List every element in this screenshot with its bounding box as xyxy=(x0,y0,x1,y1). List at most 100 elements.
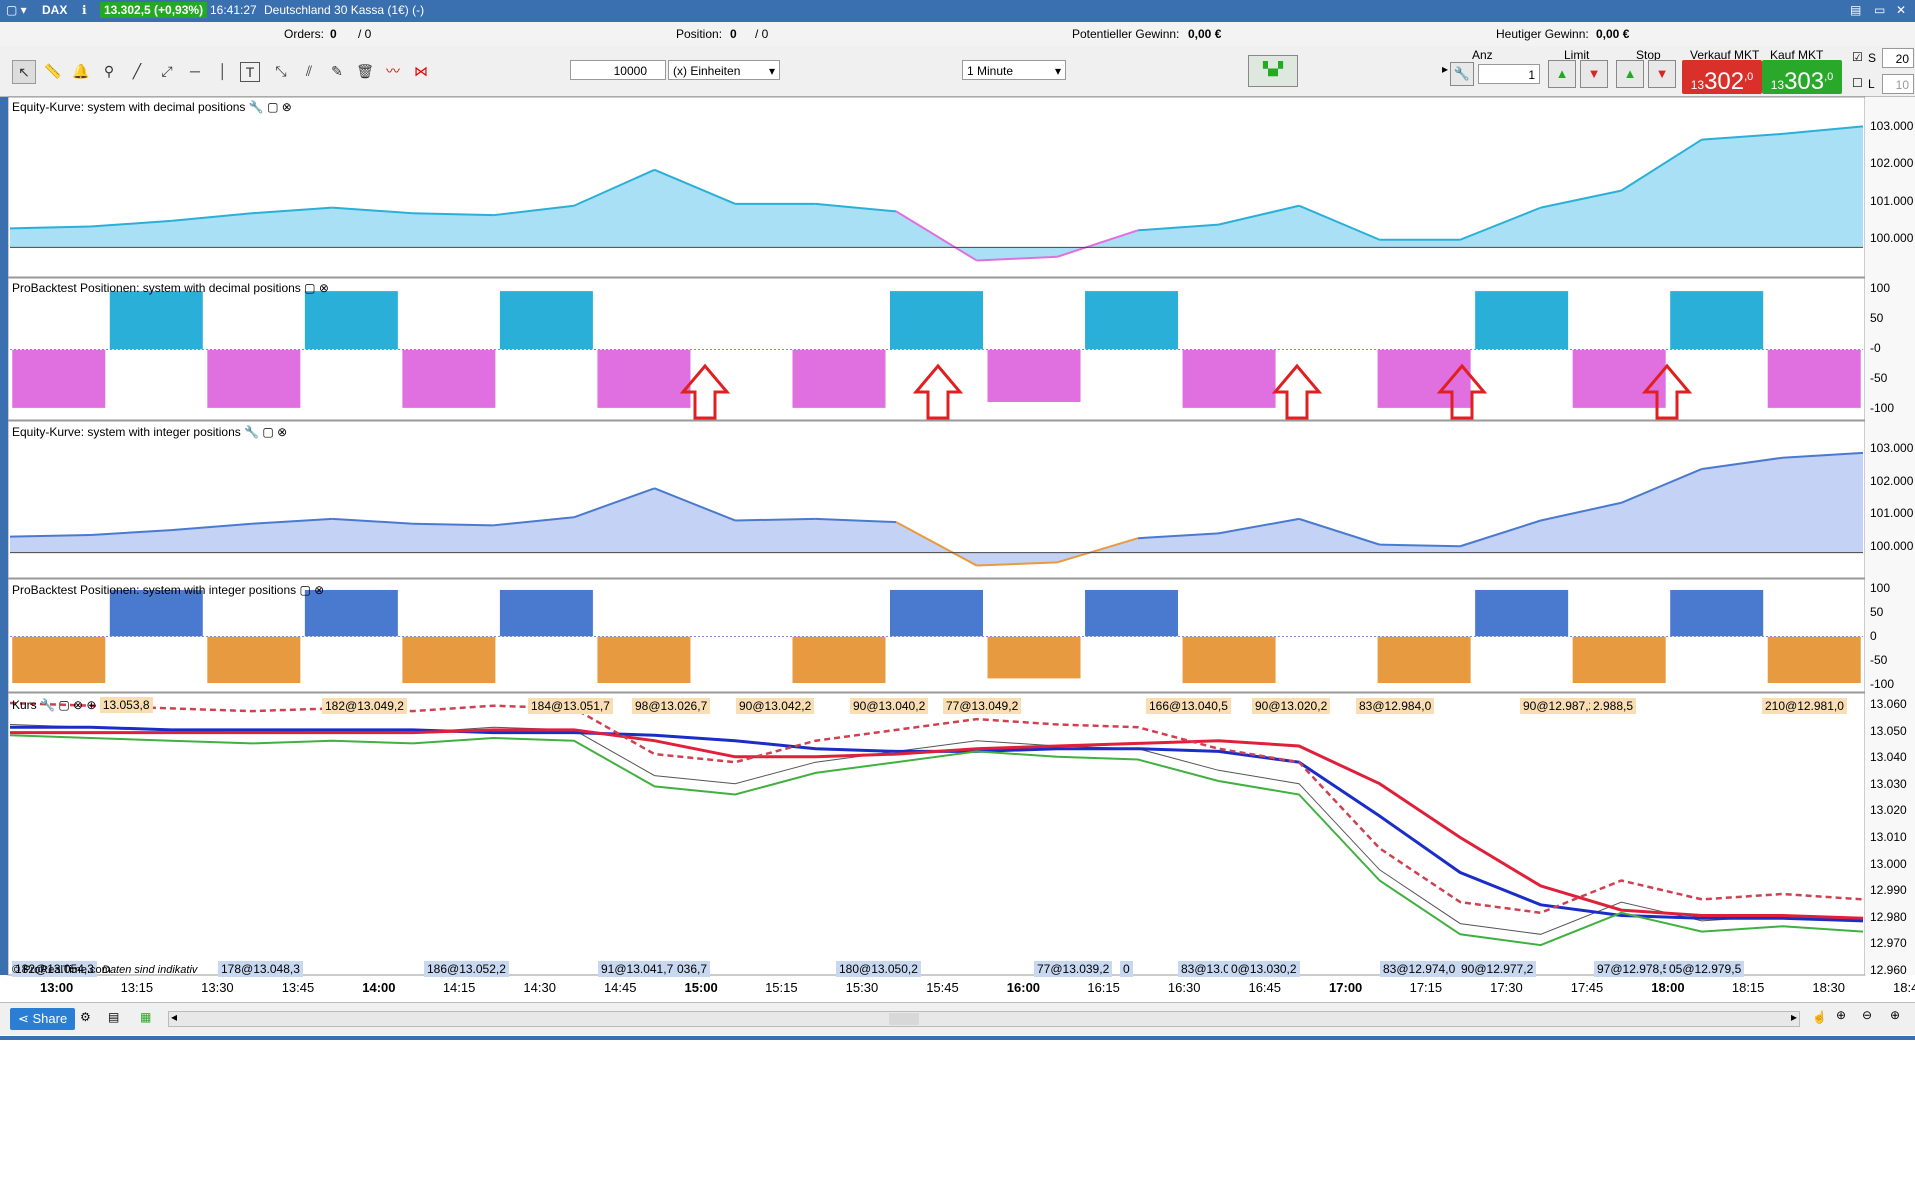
equity-decimal-line-segment xyxy=(1701,132,1783,141)
alarm-icon[interactable]: 🔔 xyxy=(72,63,90,79)
positions-integer-bar xyxy=(596,636,691,684)
share-icon: ⋖ xyxy=(18,1011,33,1026)
time-tick-label: 18:00 xyxy=(1651,980,1685,995)
maximize-icon[interactable]: ▢ xyxy=(304,281,316,295)
ray-tool-icon[interactable]: ⤢ xyxy=(161,63,173,79)
window-menu-icon[interactable]: ▢ ▾ xyxy=(6,3,27,17)
l-checkbox[interactable]: ☐ xyxy=(1852,76,1863,90)
maximize-icon[interactable]: ▢ xyxy=(58,698,70,712)
l-input[interactable]: 10 xyxy=(1882,74,1914,94)
zoom-in-icon[interactable]: ⊕ xyxy=(1890,1008,1901,1022)
price-annotation: 0 xyxy=(1120,961,1133,977)
export-icon[interactable]: ▦ xyxy=(140,1010,152,1024)
vline-tool-icon[interactable]: │ xyxy=(218,63,228,79)
wrench-icon[interactable]: 🔧 xyxy=(244,425,260,439)
equity-integer-tick-label: 103.000 xyxy=(1870,441,1914,455)
unit-select[interactable]: (x) Einheiten ▾ xyxy=(668,60,780,80)
positions-decimal-bar xyxy=(791,349,886,409)
zoom-out-icon[interactable]: ⊖ xyxy=(1862,1008,1873,1022)
limit-label: Limit xyxy=(1564,48,1590,62)
limit-sell-button[interactable]: ▼ xyxy=(1580,60,1608,88)
share-button[interactable]: ⋖ Share xyxy=(10,1008,76,1030)
price-annotation: 210@12.981,0 xyxy=(1762,698,1847,714)
stop-label: Stop xyxy=(1636,48,1661,62)
equity-integer-line-segment xyxy=(1218,517,1300,535)
close-panel-icon[interactable]: ⊗ xyxy=(277,425,288,439)
quantity-input[interactable]: 10000 xyxy=(570,60,666,80)
expand-icon[interactable]: ▸ xyxy=(1442,62,1449,76)
maximize-icon[interactable]: ▢ xyxy=(267,100,279,114)
price-tick-label: 13.060 xyxy=(1870,697,1907,711)
equity-integer-line-segment xyxy=(1137,532,1219,540)
position-value: 0 xyxy=(730,27,737,41)
stop-buy-button[interactable]: ▲ xyxy=(1616,60,1644,88)
toolbar: ↖ 📏 🔔 ⚲ ╱ ⤢ ─ │ T ⤡ ⫽ ✎ 🗑 〰 ⋈ 10000 (x) … xyxy=(0,46,1915,97)
chart-type-button[interactable]: ▚▞ xyxy=(1248,55,1298,87)
equity-decimal-line-segment xyxy=(1540,189,1622,209)
text-tool-icon[interactable]: T xyxy=(240,62,260,82)
buy-market-button[interactable]: 13303,0 xyxy=(1762,60,1842,95)
close-panel-icon[interactable]: ⊗ xyxy=(318,281,329,295)
price-tick-label: 12.980 xyxy=(1870,909,1907,924)
equity-decimal-line-segment xyxy=(1459,206,1542,241)
timeframe-select[interactable]: 1 Minute ▾ xyxy=(962,60,1066,80)
maximize-icon[interactable]: ▢ xyxy=(299,583,311,597)
equity-decimal-tick-label: 102.000 xyxy=(1870,156,1914,171)
price-tick-label: 12.970 xyxy=(1870,936,1907,951)
indicator-icon[interactable]: 〰 xyxy=(386,63,400,79)
zoom-icon[interactable]: ⚲ xyxy=(103,63,115,79)
close-icon[interactable]: ✕ xyxy=(1896,3,1907,17)
wrench-button[interactable]: 🔧 xyxy=(1450,62,1474,86)
layout-icon[interactable]: ▤ xyxy=(1850,3,1862,17)
parallel-tool-icon[interactable]: ⫽ xyxy=(305,63,313,79)
hand-icon[interactable]: ☝ xyxy=(1812,1010,1827,1024)
wrench-icon[interactable]: 🔧 xyxy=(248,100,264,114)
positions-integer-bar xyxy=(791,636,886,684)
indicative-note: Daten sind indikativ xyxy=(102,964,198,976)
close-panel-icon[interactable]: ⊗ xyxy=(73,698,84,712)
price-panel xyxy=(7,692,1866,976)
settings-icon[interactable]: ⚙ xyxy=(80,1010,91,1024)
scroll-thumb[interactable] xyxy=(889,1013,919,1025)
price-annotation: 90@12.987,2 xyxy=(1520,698,1599,714)
scroll-right-icon[interactable]: ▸ xyxy=(1790,1010,1797,1024)
close-panel-icon[interactable]: ⊗ xyxy=(314,583,325,597)
scroll-left-icon[interactable]: ◂ xyxy=(171,1010,178,1024)
restore-icon[interactable]: ▭ xyxy=(1874,3,1886,17)
positions-integer-title: ProBacktest Positionen: system with inte… xyxy=(12,583,325,597)
positions-decimal-bar xyxy=(1084,290,1179,350)
trash-icon[interactable]: 🗑 xyxy=(356,63,374,79)
add-icon[interactable]: ⊕ xyxy=(86,698,97,712)
scrollbar[interactable]: ◂ ▸ xyxy=(168,1010,1800,1027)
s-checkbox[interactable]: ☑ xyxy=(1852,50,1863,64)
red-arrow-icon xyxy=(679,363,731,420)
zoom-reset-icon[interactable]: ⊕ xyxy=(1836,1008,1847,1022)
stop-sell-button[interactable]: ▼ xyxy=(1648,60,1676,88)
s-input[interactable]: 20 xyxy=(1882,48,1914,68)
line-tool-icon[interactable]: ╱ xyxy=(132,63,142,79)
price-annotation: 90@13.020,2 xyxy=(1252,698,1331,714)
info-icon[interactable]: ℹ xyxy=(82,3,87,17)
close-panel-icon[interactable]: ⊗ xyxy=(281,100,292,114)
pattern-icon[interactable]: ⋈ xyxy=(414,63,428,79)
hline-tool-icon[interactable]: ─ xyxy=(190,63,200,79)
channel-tool-icon[interactable]: ⤡ xyxy=(275,63,287,79)
sell-market-button[interactable]: 13302,0 xyxy=(1682,60,1762,95)
positions-integer-bar xyxy=(109,589,204,637)
equity-integer-tick-label: 102.000 xyxy=(1870,473,1914,488)
chart-canvas[interactable] xyxy=(0,0,1915,1002)
equity-decimal-line-segment xyxy=(1620,138,1703,192)
cursor-icon[interactable]: ↖ xyxy=(12,60,36,84)
print-icon[interactable]: ▤ xyxy=(108,1010,120,1024)
wrench-icon[interactable]: 🔧 xyxy=(40,698,55,712)
price-annotation: 91@13.041,7 xyxy=(598,961,677,977)
anz-input[interactable]: 1 xyxy=(1478,64,1540,84)
limit-buy-button[interactable]: ▲ xyxy=(1548,60,1576,88)
maximize-icon[interactable]: ▢ xyxy=(262,425,274,439)
time-tick-label: 15:30 xyxy=(845,980,879,995)
equity-decimal-line-segment xyxy=(9,225,91,230)
price-annotation: 2.988,5 xyxy=(1590,698,1637,714)
tools-icon[interactable]: ✎ xyxy=(331,63,343,79)
ruler-icon[interactable]: 📏 xyxy=(44,63,62,79)
watermark: © ProRealTime.com xyxy=(12,964,111,976)
